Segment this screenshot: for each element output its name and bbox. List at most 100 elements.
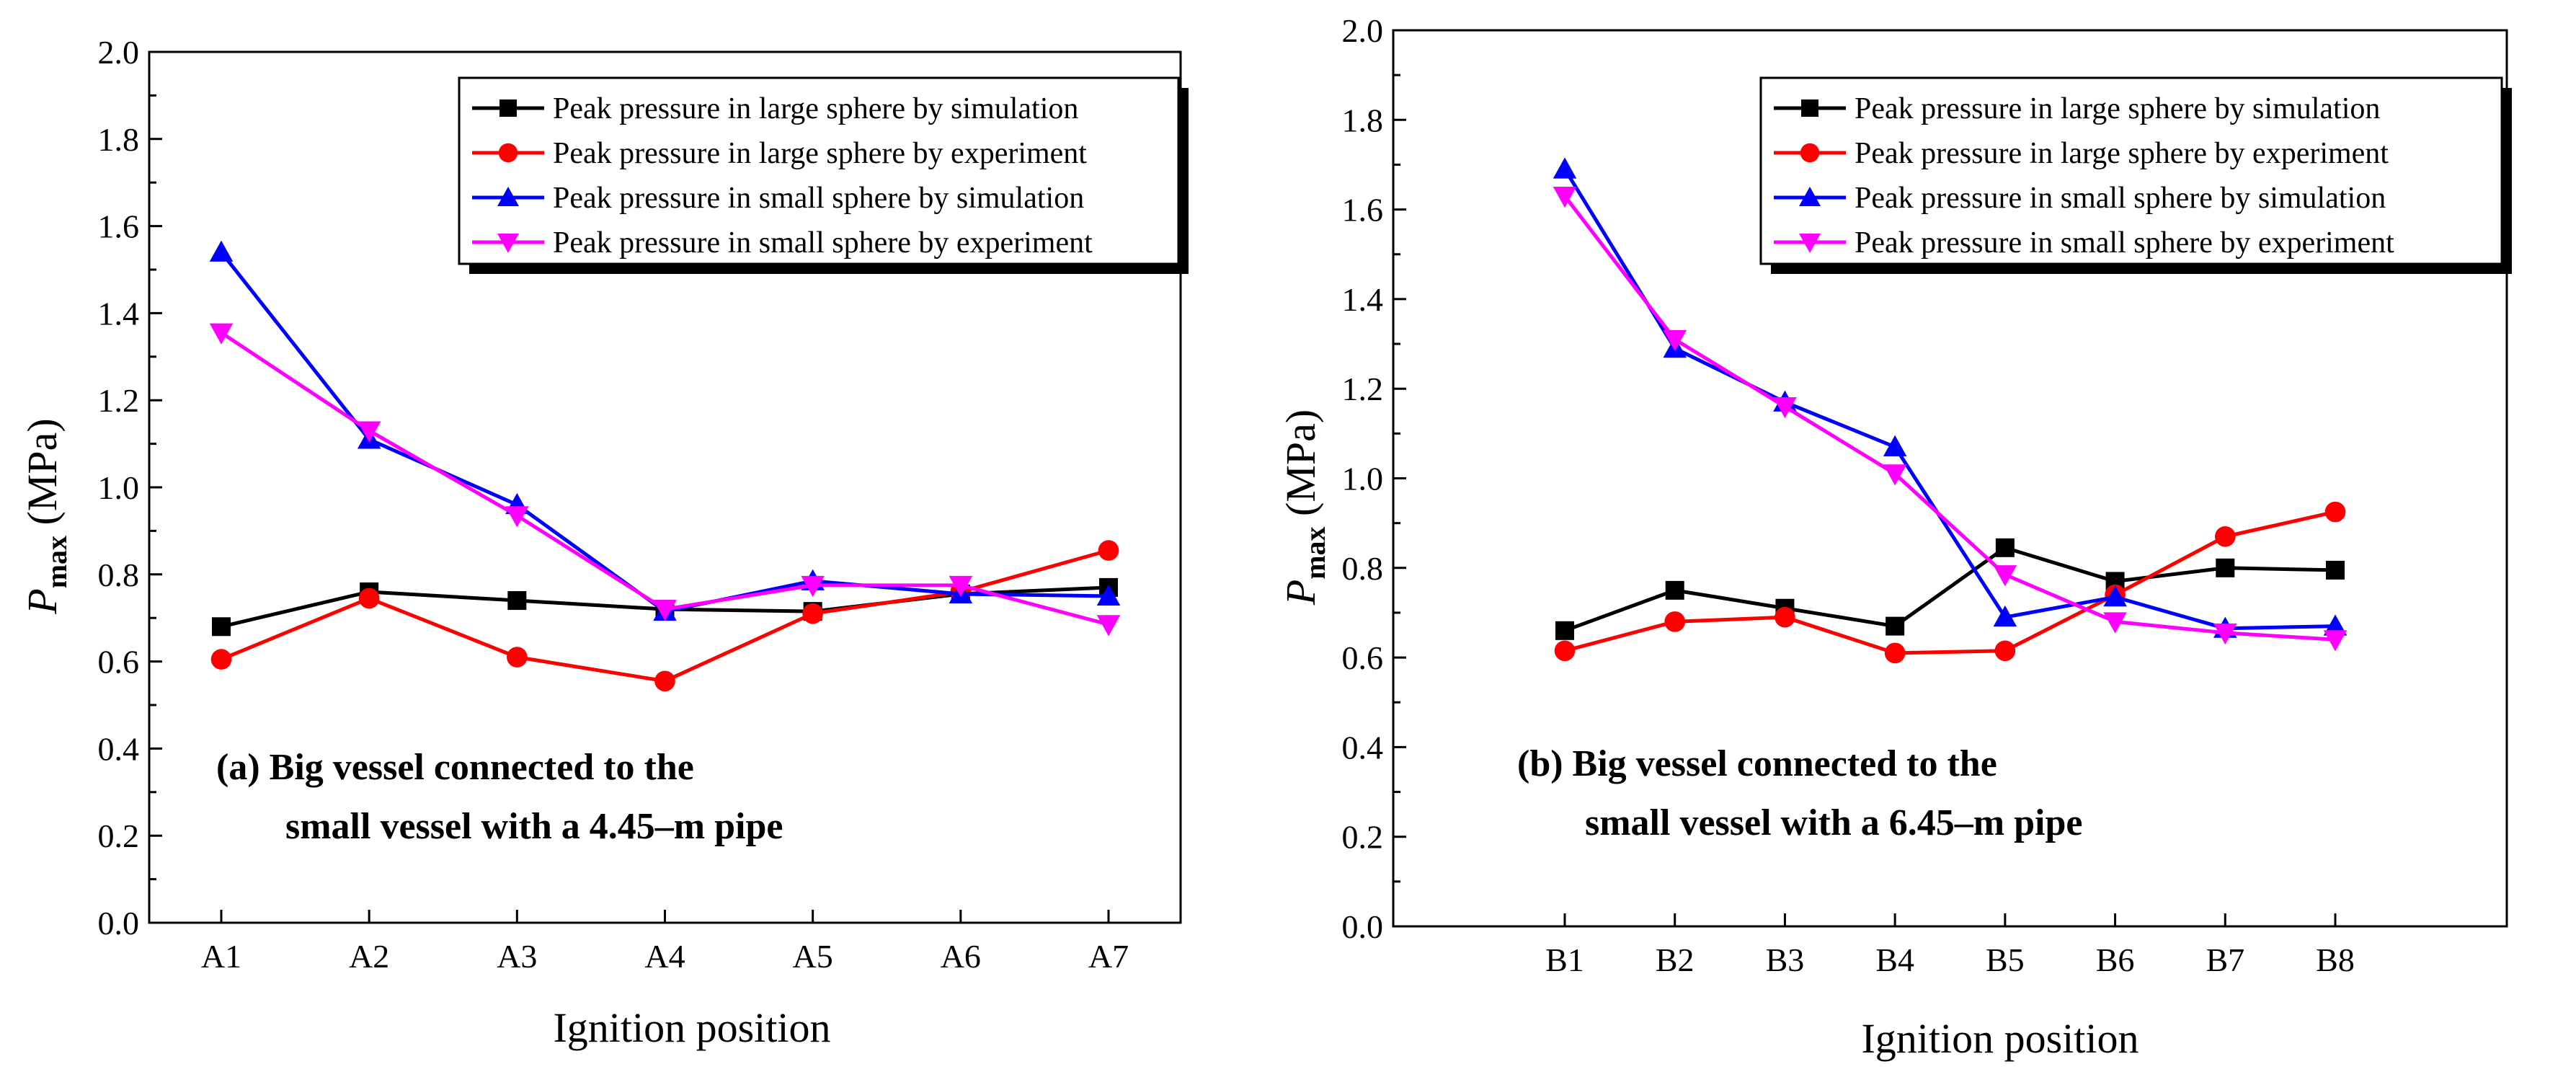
data-point-s4-A3 <box>505 506 529 528</box>
x-tick-label: B2 <box>1656 941 1695 978</box>
y-tick-label: 1.6 <box>1342 192 1384 229</box>
data-point-s4-B7 <box>2213 623 2237 645</box>
y-tick-label: 0.6 <box>98 644 140 681</box>
data-point-s3-B6 <box>2103 585 2127 607</box>
data-point-s3-A7 <box>1096 584 1121 606</box>
data-point-s4-A4 <box>653 600 677 621</box>
data-point-s2-B1 <box>1554 640 1576 662</box>
panel-annotation-line-1: (b) Big vessel connected to the <box>1517 743 1997 784</box>
data-point-s2-A7 <box>1098 540 1119 561</box>
data-point-s2-A3 <box>507 647 528 668</box>
x-tick-label: B3 <box>1766 941 1805 978</box>
y-axis-title: Pmax (MPa) <box>19 418 73 614</box>
data-point-s4-A2 <box>357 421 381 443</box>
legend-label-2: Peak pressure in large sphere by experim… <box>1855 137 2389 170</box>
data-point-s1-B7 <box>2216 558 2235 577</box>
x-tick-label: A6 <box>941 938 981 975</box>
data-point-s2-B5 <box>1994 640 2016 662</box>
series-line-2 <box>1564 510 2336 655</box>
x-tick-label: B7 <box>2206 941 2244 978</box>
data-point-s4-B8 <box>2323 630 2348 652</box>
data-point-s3-B4 <box>1883 435 1907 456</box>
data-point-s2-B8 <box>2324 501 2346 523</box>
legend-marker-2 <box>498 143 518 163</box>
y-tick-label: 0.8 <box>98 557 140 593</box>
legend-label-1: Peak pressure in large sphere by simulat… <box>553 92 1078 125</box>
y-axis-title-unit: (MPa) <box>19 418 66 536</box>
x-tick-label: A3 <box>497 938 537 975</box>
panel-annotation-line-1: (a) Big vessel connected to the <box>216 747 694 788</box>
x-axis-title: Ignition position <box>553 1004 830 1051</box>
y-axis-title-symbol: P <box>1277 580 1324 606</box>
legend-marker-1 <box>1801 99 1818 117</box>
legend-marker-2 <box>1800 143 1820 163</box>
y-tick-label: 1.4 <box>1342 281 1384 318</box>
legend-marker-4 <box>497 234 519 253</box>
data-point-s4-A7 <box>1096 615 1121 637</box>
data-point-s4-B3 <box>1773 397 1797 419</box>
data-point-s2-A1 <box>210 649 232 670</box>
legend-label-2: Peak pressure in large sphere by experim… <box>553 137 1087 170</box>
legend-marker-3 <box>497 187 519 206</box>
chart-panel-b: 0.0 0.2 0.4 0.6 0.8 1.0 1.2 1.4 1.6 1.8 2.0 B1 B2 B3 B… <box>1277 12 2512 1062</box>
data-point-s2-B3 <box>1775 606 1795 628</box>
legend-marker-1 <box>499 99 517 117</box>
y-tick-label: 1.2 <box>1342 371 1384 407</box>
panel-annotation-line-2: small vessel with a 4.45–m pipe <box>285 806 783 847</box>
data-point-s1-B1 <box>1555 621 1574 640</box>
y-axis-title-symbol: P <box>19 588 66 614</box>
data-point-s2-B7 <box>2214 526 2236 547</box>
y-tick-label: 1.8 <box>1342 102 1384 138</box>
data-point-s1-B4 <box>1886 616 1905 636</box>
x-tick-label: A2 <box>349 938 389 975</box>
y-tick-label: 1.4 <box>98 295 140 332</box>
x-tick-label: B8 <box>2316 941 2355 978</box>
y-axis-title: Pmax (MPa) <box>1277 409 1331 606</box>
legend-label-3: Peak pressure in small sphere by simulat… <box>553 182 1084 215</box>
panel-annotation-line-2: small vessel with a 6.45–m pipe <box>1585 802 2082 843</box>
legend-label-4: Peak pressure in small sphere by experim… <box>553 226 1093 260</box>
x-tick-label: B4 <box>1875 941 1914 978</box>
data-point-s2-B4 <box>1884 642 1906 664</box>
data-point-s4-A5 <box>801 575 825 598</box>
y-tick-label: 0.2 <box>1342 819 1384 856</box>
x-tick-label: B1 <box>1545 941 1584 978</box>
series-line-4 <box>1563 195 2336 642</box>
y-tick-label: 0.0 <box>1342 908 1384 945</box>
data-point-s4-B2 <box>1663 329 1687 352</box>
series-line-3 <box>1563 168 2336 631</box>
data-point-s3-A1 <box>209 240 234 262</box>
data-point-s3-B1 <box>1553 157 1577 179</box>
x-tick-label: A1 <box>201 938 241 975</box>
y-axis-title-unit: (MPa) <box>1277 409 1324 527</box>
data-point-s1-B5 <box>1995 538 2015 557</box>
y-tick-label: 1.2 <box>98 382 140 419</box>
y-tick-label: 1.6 <box>98 208 140 245</box>
legend-marker-3 <box>1799 187 1821 206</box>
y-tick-label: 1.0 <box>98 469 140 506</box>
x-tick-label: B5 <box>1986 941 2025 978</box>
x-tick-label: B6 <box>2096 941 2135 978</box>
y-tick-label: 0.4 <box>1342 729 1384 766</box>
x-tick-label: A5 <box>793 938 833 975</box>
data-point-s4-B4 <box>1883 464 1907 486</box>
chart-panel-a: 0.0 0.2 0.4 0.6 0.8 1.0 1.2 1.4 1.6 1.8 2.0 A1 A2 A3 A… <box>19 34 1189 1051</box>
x-tick-label: A7 <box>1088 938 1129 975</box>
y-tick-label: 0.8 <box>1342 550 1384 587</box>
legend-box <box>458 76 1180 265</box>
y-tick-label: 0.6 <box>1342 639 1384 676</box>
data-point-s1-A3 <box>507 591 527 611</box>
x-tick-label: A4 <box>644 938 685 975</box>
y-tick-label: 0.2 <box>98 817 140 854</box>
y-tick-label: 2.0 <box>98 34 140 71</box>
legend-label-1: Peak pressure in large sphere by simulat… <box>1855 92 2380 125</box>
y-tick-label: 0.4 <box>98 730 140 767</box>
data-point-s4-A6 <box>949 575 973 598</box>
x-axis-title: Ignition position <box>1861 1015 2138 1062</box>
data-point-s1-A1 <box>212 617 231 637</box>
legend-box <box>1759 76 2503 265</box>
y-tick-label: 1.0 <box>1342 461 1384 497</box>
legend-label-3: Peak pressure in small sphere by simulat… <box>1855 182 2386 215</box>
data-point-s4-B5 <box>1993 565 2017 587</box>
